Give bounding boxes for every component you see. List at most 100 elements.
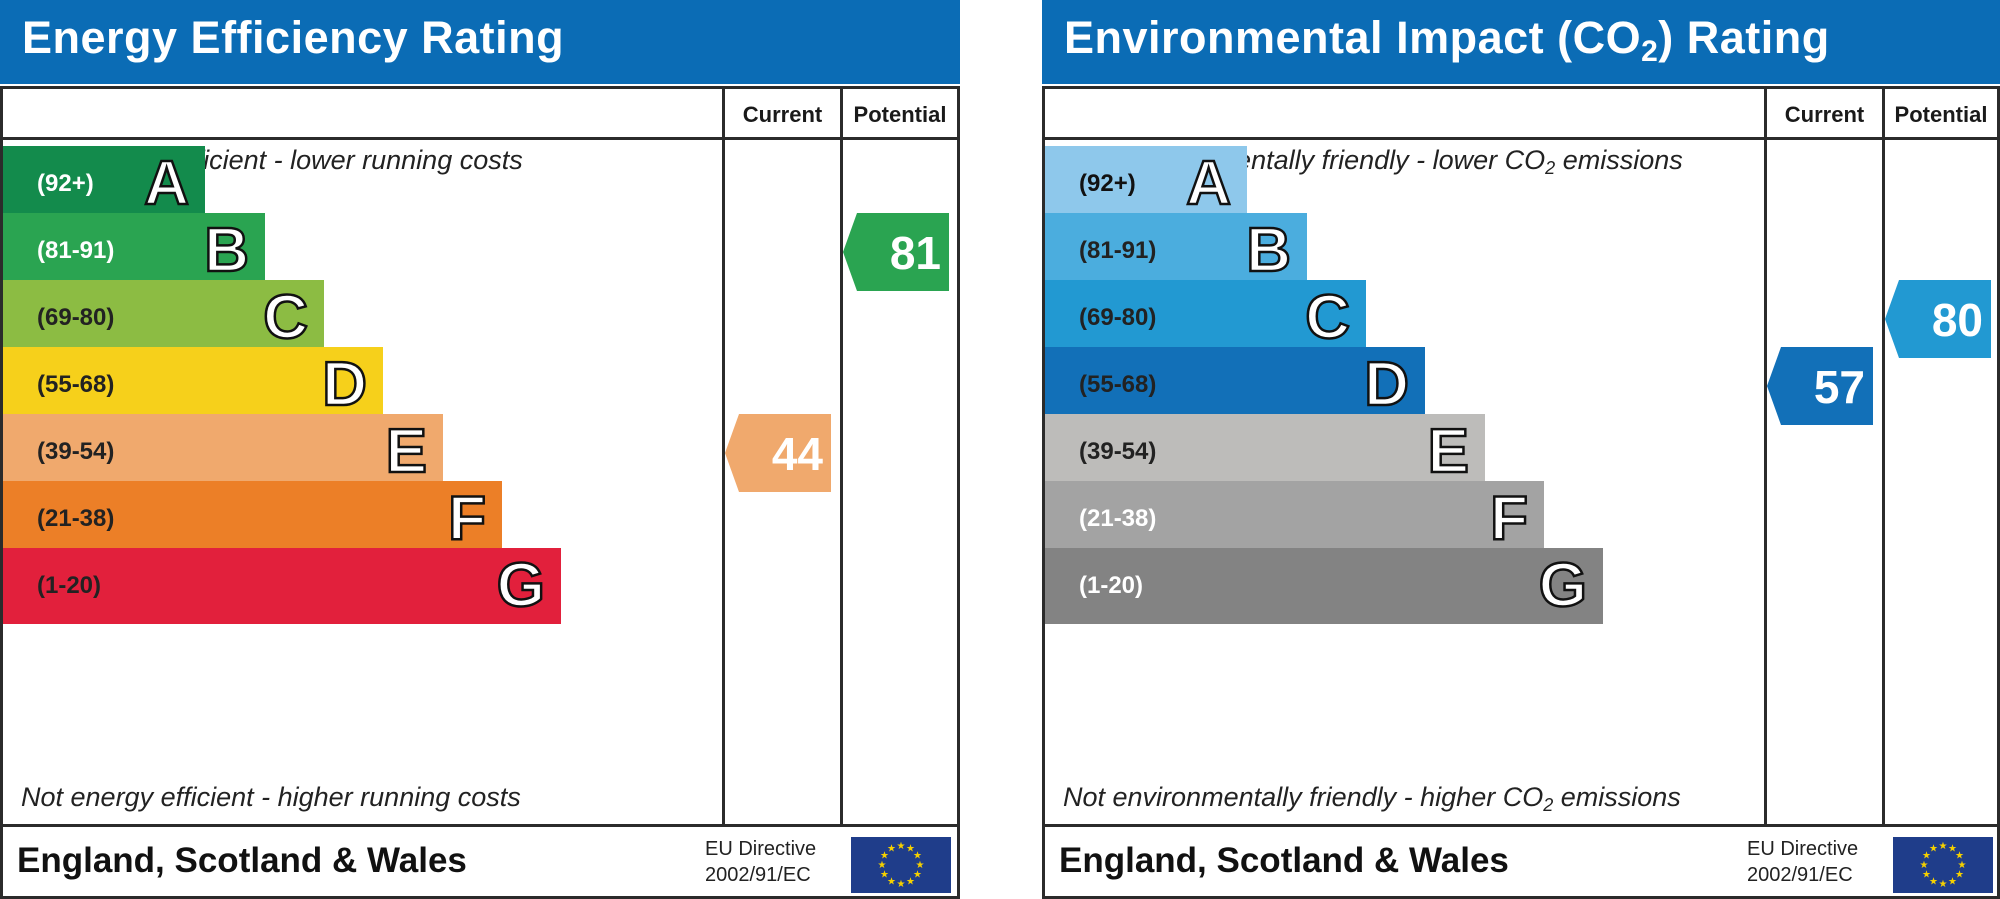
header-divider (3, 137, 957, 140)
column-divider (722, 89, 725, 824)
marker-arrow-shape (1885, 280, 1991, 358)
footer-divider (1045, 824, 1997, 827)
chart-title: Environmental Impact (CO2) Rating (1064, 12, 1830, 68)
band-a: (92+) A (3, 146, 205, 222)
eu-star: ★ (880, 851, 889, 862)
eu-star: ★ (1922, 870, 1931, 881)
directive-line-1: EU Directive (1747, 838, 1859, 860)
potential-column-header: Potential (1894, 102, 1988, 127)
eu-star: ★ (887, 844, 896, 855)
chart-frame: Current Potential Very energy efficient … (0, 86, 960, 899)
eu-star: ★ (887, 876, 896, 887)
header-divider (1045, 137, 1997, 140)
current-rating-marker: 44 (725, 414, 831, 492)
band-e: (39-54) E (1045, 414, 1485, 490)
eu-stars: ★★★★★★★★★ ★ ★★ (878, 841, 925, 890)
band-range: (69-80) (37, 304, 115, 331)
bottom-note: Not environmentally friendly - higher CO… (1063, 782, 1681, 815)
eu-star: ★ (1929, 844, 1938, 855)
band-letter: A (1185, 148, 1232, 220)
current-rating-value: 57 (1813, 361, 1865, 413)
band-letter: A (143, 148, 190, 220)
directive-line-2: 2002/91/EC (1747, 864, 1853, 886)
band-letter: C (1304, 282, 1351, 354)
chart-frame: Current Potential Very environmentally f… (1042, 86, 2000, 899)
column-divider (1882, 89, 1885, 824)
band-letter: B (1245, 215, 1292, 287)
band-letter: D (1363, 349, 1410, 421)
band-e: (39-54) E (3, 414, 443, 490)
eu-flag-icon: ★ ★ ★ ★ ★ ★ ★ ★ ★ ★ ★ ★ (851, 837, 951, 893)
band-g: (1-20) G (3, 548, 561, 624)
eu-star: ★ (1939, 879, 1948, 890)
band-b: (81-91) B (1045, 213, 1307, 289)
band-range: (55-68) (1079, 371, 1157, 398)
band-f: (21-38) F (3, 481, 502, 557)
band-letter: C (262, 282, 309, 354)
band-letter: G (1538, 550, 1589, 622)
eu-star: ★ (916, 860, 925, 871)
eu-star: ★ (1955, 870, 1964, 881)
eu-star: ★ (906, 876, 915, 887)
eu-star: ★ (913, 851, 922, 862)
eu-star: ★ (1939, 841, 1948, 852)
band-range: (92+) (37, 170, 94, 197)
directive-line-1: EU Directive (705, 838, 817, 860)
title-bar: Environmental Impact (CO2) Rating (1042, 0, 2000, 84)
band-d: (55-68) D (3, 347, 383, 423)
current-column-header: Current (742, 102, 823, 127)
band-range: (81-91) (1079, 237, 1157, 264)
eu-star: ★ (897, 841, 906, 852)
band-range: (21-38) (1079, 505, 1157, 532)
band-range: (1-20) (1079, 572, 1144, 599)
current-rating-value: 44 (771, 428, 823, 480)
marker-arrow-shape (725, 414, 831, 492)
eu-star: ★ (913, 870, 922, 881)
title-bar: Energy Efficiency Rating (0, 0, 960, 84)
potential-rating-marker: 81 (843, 213, 949, 291)
eu-directive-text: EU Directive 2002/91/EC (1747, 836, 1858, 888)
band-letter: F (447, 483, 487, 555)
band-letter: E (384, 416, 428, 488)
band-g: (1-20) G (1045, 548, 1603, 624)
band-letter: D (321, 349, 368, 421)
band-range: (69-80) (1079, 304, 1157, 331)
band-letter: B (203, 215, 250, 287)
energy-efficiency-panel: Energy Efficiency Rating Current Potenti… (0, 0, 960, 899)
band-a: (92+) A (1045, 146, 1247, 222)
marker-arrow-shape (1767, 347, 1873, 425)
footer-region: England, Scotland & Wales (17, 841, 467, 880)
footer-divider (3, 824, 957, 827)
environmental-impact-panel: Environmental Impact (CO2) Rating Curren… (1042, 0, 2000, 899)
eu-star: ★ (1958, 860, 1967, 871)
band-letter: G (496, 550, 547, 622)
current-column-header: Current (1784, 102, 1865, 127)
band-range: (81-91) (37, 237, 115, 264)
eu-directive-text: EU Directive 2002/91/EC (705, 836, 816, 888)
band-range: (1-20) (37, 572, 102, 599)
eu-star: ★ (1922, 851, 1931, 862)
band-b: (81-91) B (3, 213, 265, 289)
potential-column-header: Potential (853, 102, 947, 127)
eu-star: ★ (897, 879, 906, 890)
eu-star: ★ (906, 844, 915, 855)
eu-star: ★ (880, 870, 889, 881)
eu-star: ★ (1948, 876, 1957, 887)
band-range: (92+) (1079, 170, 1136, 197)
band-range: (21-38) (37, 505, 115, 532)
eu-star: ★ (1948, 844, 1957, 855)
potential-rating-marker: 80 (1885, 280, 1991, 358)
eu-flag-icon: ★ ★ ★ ★ ★ ★ ★ ★ ★ ★ ★ ★ (1893, 837, 1993, 893)
band-range: (39-54) (37, 438, 115, 465)
potential-rating-value: 81 (889, 227, 941, 279)
band-range: (39-54) (1079, 438, 1157, 465)
directive-line-2: 2002/91/EC (705, 864, 811, 886)
band-range: (55-68) (37, 371, 115, 398)
potential-rating-value: 80 (1931, 294, 1983, 346)
band-c: (69-80) C (3, 280, 324, 356)
current-rating-marker: 57 (1767, 347, 1873, 425)
eu-stars: ★★★★★★★★★ ★ ★★ (1920, 841, 1967, 890)
column-divider (840, 89, 843, 824)
band-letter: E (1426, 416, 1470, 488)
marker-arrow-shape (843, 213, 949, 291)
